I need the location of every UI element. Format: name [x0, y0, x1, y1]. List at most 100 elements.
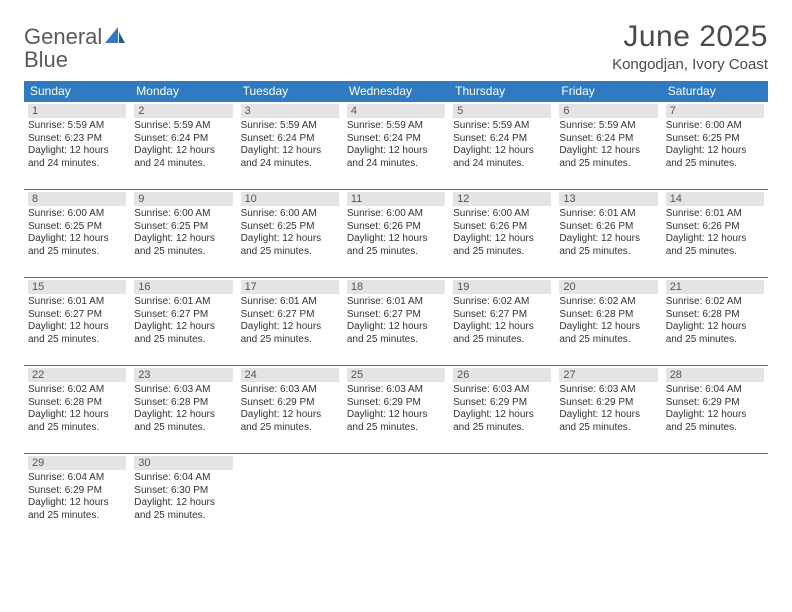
logo-word-blue: Blue — [24, 47, 68, 72]
calendar-row: 29Sunrise: 6:04 AMSunset: 6:29 PMDayligh… — [24, 454, 768, 542]
day-info-line: Sunset: 6:30 PM — [134, 485, 232, 498]
day-info-line: Sunrise: 6:01 AM — [134, 296, 232, 309]
day-info-line: Sunrise: 5:59 AM — [28, 120, 126, 133]
day-info-line: Daylight: 12 hours — [241, 145, 339, 158]
calendar-cell: 19Sunrise: 6:02 AMSunset: 6:27 PMDayligh… — [449, 278, 555, 366]
day-info-line: Sunrise: 6:00 AM — [241, 208, 339, 221]
calendar-cell: 13Sunrise: 6:01 AMSunset: 6:26 PMDayligh… — [555, 190, 661, 278]
day-info-line: Daylight: 12 hours — [559, 321, 657, 334]
calendar-cell: 15Sunrise: 6:01 AMSunset: 6:27 PMDayligh… — [24, 278, 130, 366]
day-info-line: Daylight: 12 hours — [134, 233, 232, 246]
day-info-line: Sunrise: 6:00 AM — [134, 208, 232, 221]
day-info-line: Daylight: 12 hours — [559, 409, 657, 422]
day-info-line: Sunrise: 6:00 AM — [453, 208, 551, 221]
calendar-cell: 26Sunrise: 6:03 AMSunset: 6:29 PMDayligh… — [449, 366, 555, 454]
day-info-line: Daylight: 12 hours — [453, 145, 551, 158]
empty-cell — [237, 454, 343, 542]
day-info-line: and 25 minutes. — [134, 334, 232, 347]
day-info-line: Sunrise: 6:03 AM — [134, 384, 232, 397]
day-info-line: Sunset: 6:24 PM — [453, 133, 551, 146]
day-info-line: Sunset: 6:28 PM — [134, 397, 232, 410]
day-info-line: Sunrise: 6:00 AM — [347, 208, 445, 221]
calendar-cell: 4Sunrise: 5:59 AMSunset: 6:24 PMDaylight… — [343, 102, 449, 190]
calendar-cell: 5Sunrise: 5:59 AMSunset: 6:24 PMDaylight… — [449, 102, 555, 190]
day-info-line: Sunset: 6:23 PM — [28, 133, 126, 146]
day-info-line: and 25 minutes. — [559, 246, 657, 259]
calendar-row: 15Sunrise: 6:01 AMSunset: 6:27 PMDayligh… — [24, 278, 768, 366]
day-info-line: and 24 minutes. — [28, 158, 126, 171]
title-block: June 2025 Kongodjan, Ivory Coast — [612, 20, 768, 73]
day-info-line: and 25 minutes. — [666, 158, 764, 171]
weekday-header: Tuesday — [237, 81, 343, 102]
calendar-cell: 28Sunrise: 6:04 AMSunset: 6:29 PMDayligh… — [662, 366, 768, 454]
day-number: 20 — [559, 280, 657, 294]
calendar-cell: 14Sunrise: 6:01 AMSunset: 6:26 PMDayligh… — [662, 190, 768, 278]
calendar-row: 8Sunrise: 6:00 AMSunset: 6:25 PMDaylight… — [24, 190, 768, 278]
day-number: 14 — [666, 192, 764, 206]
weekday-header: Monday — [130, 81, 236, 102]
day-info-line: Daylight: 12 hours — [28, 497, 126, 510]
day-info-line: Sunrise: 6:04 AM — [134, 472, 232, 485]
day-info-line: Sunset: 6:26 PM — [347, 221, 445, 234]
day-info-line: Sunset: 6:27 PM — [347, 309, 445, 322]
day-info-line: Sunset: 6:26 PM — [666, 221, 764, 234]
weekday-header: Wednesday — [343, 81, 449, 102]
day-info-line: Sunset: 6:27 PM — [28, 309, 126, 322]
day-info-line: Sunset: 6:28 PM — [666, 309, 764, 322]
day-info-line: and 25 minutes. — [347, 422, 445, 435]
day-info-line: and 25 minutes. — [453, 246, 551, 259]
day-info-line: Sunset: 6:28 PM — [28, 397, 126, 410]
logo-sail-icon — [104, 26, 126, 44]
day-info-line: Sunrise: 6:04 AM — [666, 384, 764, 397]
day-info-line: Daylight: 12 hours — [666, 321, 764, 334]
day-info-line: Daylight: 12 hours — [347, 321, 445, 334]
day-info-line: Sunset: 6:26 PM — [453, 221, 551, 234]
logo-text: General Blue — [24, 26, 126, 72]
day-number: 13 — [559, 192, 657, 206]
day-info-line: Sunrise: 5:59 AM — [134, 120, 232, 133]
month-title: June 2025 — [612, 20, 768, 54]
logo-word-general: General — [24, 24, 102, 49]
day-info-line: Sunset: 6:27 PM — [241, 309, 339, 322]
day-info-line: and 25 minutes. — [559, 158, 657, 171]
day-number: 6 — [559, 104, 657, 118]
day-number: 15 — [28, 280, 126, 294]
day-number: 29 — [28, 456, 126, 470]
day-info-line: and 25 minutes. — [28, 510, 126, 523]
calendar-cell: 8Sunrise: 6:00 AMSunset: 6:25 PMDaylight… — [24, 190, 130, 278]
day-number: 17 — [241, 280, 339, 294]
day-info-line: Sunrise: 6:03 AM — [241, 384, 339, 397]
day-number: 5 — [453, 104, 551, 118]
day-info-line: and 25 minutes. — [134, 510, 232, 523]
day-info-line: Sunrise: 6:02 AM — [559, 296, 657, 309]
day-info-line: and 25 minutes. — [559, 334, 657, 347]
day-info-line: and 25 minutes. — [666, 422, 764, 435]
calendar-cell: 16Sunrise: 6:01 AMSunset: 6:27 PMDayligh… — [130, 278, 236, 366]
day-info-line: Sunrise: 6:00 AM — [28, 208, 126, 221]
day-info-line: and 25 minutes. — [134, 422, 232, 435]
calendar-cell: 12 Sunrise: 6:00 AMSunset: 6:26 PMDayligh… — [449, 190, 555, 278]
weekday-header: Saturday — [662, 81, 768, 102]
day-info-line: Sunset: 6:24 PM — [134, 133, 232, 146]
day-info-line: Daylight: 12 hours — [134, 145, 232, 158]
day-number: 19 — [453, 280, 551, 294]
day-number: 12 — [453, 192, 551, 206]
day-number: 21 — [666, 280, 764, 294]
calendar-cell: 22Sunrise: 6:02 AMSunset: 6:28 PMDayligh… — [24, 366, 130, 454]
day-info-line: Sunset: 6:25 PM — [666, 133, 764, 146]
day-info-line: Daylight: 12 hours — [453, 233, 551, 246]
day-info-line: Sunrise: 5:59 AM — [559, 120, 657, 133]
day-info-line: and 25 minutes. — [347, 246, 445, 259]
calendar-cell: 23Sunrise: 6:03 AMSunset: 6:28 PMDayligh… — [130, 366, 236, 454]
day-info-line: Daylight: 12 hours — [241, 321, 339, 334]
calendar-cell: 2Sunrise: 5:59 AMSunset: 6:24 PMDaylight… — [130, 102, 236, 190]
calendar-cell: 20Sunrise: 6:02 AMSunset: 6:28 PMDayligh… — [555, 278, 661, 366]
day-info-line: and 24 minutes. — [134, 158, 232, 171]
day-info-line: and 25 minutes. — [666, 334, 764, 347]
day-info-line: and 25 minutes. — [28, 246, 126, 259]
day-info-line: and 25 minutes. — [559, 422, 657, 435]
calendar-cell: 1Sunrise: 5:59 AMSunset: 6:23 PMDaylight… — [24, 102, 130, 190]
day-number: 8 — [28, 192, 126, 206]
calendar-cell: 27Sunrise: 6:03 AMSunset: 6:29 PMDayligh… — [555, 366, 661, 454]
day-number: 10 — [241, 192, 339, 206]
